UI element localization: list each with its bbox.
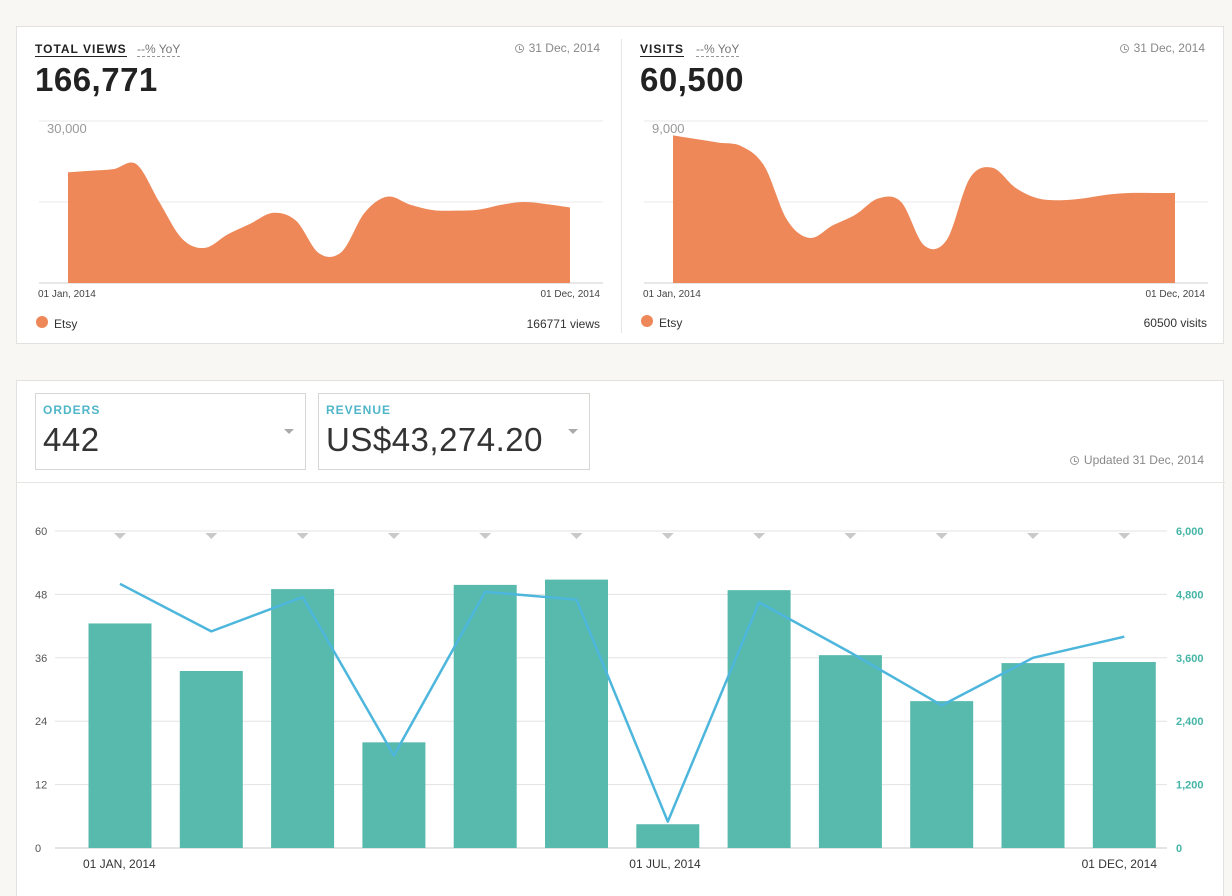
orders-bar — [179, 671, 243, 848]
visits-area-series — [673, 135, 1175, 283]
visits-area-chart: 9,000 01 Jan, 2014 01 Dec, 2014 — [643, 120, 1208, 300]
orders-bar — [362, 742, 426, 848]
views-total: 166771 views — [526, 317, 600, 331]
orders-bar — [271, 589, 335, 848]
visits-xtick-label: 01 Dec, 2014 — [1146, 289, 1206, 300]
orders-bar — [727, 590, 791, 848]
orders-bar — [1001, 663, 1065, 848]
traffic-card: TOTAL VIEWS --% YoY 31 Dec, 2014 166,771… — [16, 26, 1224, 344]
views-area-chart: 30,000 01 Jan, 2014 01 Dec, 2014 — [38, 120, 603, 300]
views-xtick-label: 01 Dec, 2014 — [541, 289, 601, 300]
visits-date-text: 31 Dec, 2014 — [1133, 41, 1205, 55]
views-ytick-label: 30,000 — [47, 121, 87, 136]
visits-yoy-link[interactable]: --% YoY — [696, 42, 740, 57]
orders-bar — [545, 579, 608, 848]
sales-card: ORDERS 442 REVENUE US$43,274.20 Updated … — [16, 380, 1225, 896]
orders-bar — [88, 623, 152, 848]
right-ytick-label: 1,200 — [1176, 780, 1204, 792]
chevron-down-icon — [205, 533, 218, 539]
chevron-down-icon — [114, 533, 126, 539]
left-ytick-label: 0 — [35, 843, 41, 855]
orders-label: ORDERS — [43, 403, 101, 417]
visits-value: 60,500 — [640, 61, 744, 98]
visits-legend-label: Etsy — [659, 316, 683, 330]
visits-panel: VISITS --% YoY 31 Dec, 2014 60,500 9,000… — [621, 39, 1224, 333]
views-area-series — [68, 162, 570, 283]
visits-total: 60500 visits — [1143, 316, 1207, 330]
revenue-value: US$43,274.20 — [326, 421, 544, 458]
total-views-panel: TOTAL VIEWS --% YoY 31 Dec, 2014 166,771… — [17, 27, 620, 345]
left-ytick-label: 12 — [35, 780, 47, 792]
chevron-down-icon — [661, 533, 674, 539]
views-xtick-label: 01 Jan, 2014 — [38, 289, 96, 300]
chevron-down-icon[interactable] — [284, 429, 294, 434]
chevron-down-icon — [935, 533, 948, 539]
updated-timestamp: Updated 31 Dec, 2014 — [1069, 453, 1204, 467]
revenue-line — [119, 582, 1125, 823]
right-ytick-label: 0 — [1176, 843, 1182, 855]
left-ytick-label: 60 — [35, 526, 47, 538]
chevron-down-icon — [844, 533, 857, 539]
combo-xtick-label: 01 DEC, 2014 — [1082, 857, 1158, 871]
left-ytick-label: 24 — [35, 716, 47, 728]
orders-bar — [818, 655, 882, 848]
visits-ytick-label: 9,000 — [652, 121, 685, 136]
right-ytick-label: 4,800 — [1176, 589, 1204, 601]
visits-legend-dot — [641, 315, 653, 327]
orders-bar — [910, 701, 974, 848]
clock-icon — [1069, 456, 1079, 465]
left-ytick-label: 48 — [35, 589, 47, 601]
orders-bar — [453, 584, 517, 848]
visits-xtick-label: 01 Jan, 2014 — [643, 289, 701, 300]
orders-value: 442 — [43, 421, 100, 458]
right-ytick-label: 6,000 — [1176, 526, 1204, 538]
views-legend-dot — [36, 316, 48, 328]
total-views-label[interactable]: TOTAL VIEWS — [35, 42, 127, 57]
chevron-down-icon — [570, 533, 583, 539]
views-yoy-link[interactable]: --% YoY — [137, 42, 181, 57]
visits-label[interactable]: VISITS — [640, 42, 685, 57]
views-date: 31 Dec, 2014 — [514, 41, 600, 55]
updated-text: Updated 31 Dec, 2014 — [1083, 453, 1204, 467]
total-views-value: 166,771 — [35, 61, 158, 98]
right-ytick-label: 3,600 — [1176, 653, 1204, 665]
right-ytick-label: 2,400 — [1176, 716, 1204, 728]
orders-bar — [636, 824, 700, 848]
chevron-down-icon — [1118, 533, 1131, 539]
chevron-down-icon — [479, 533, 492, 539]
combo-xtick-label: 01 JUL, 2014 — [629, 857, 701, 871]
left-ytick-label: 36 — [35, 653, 47, 665]
clock-icon — [514, 44, 524, 53]
combo-xtick-label: 01 JAN, 2014 — [83, 857, 156, 871]
orders-bar — [1092, 662, 1156, 848]
views-date-text: 31 Dec, 2014 — [528, 41, 600, 55]
visits-date: 31 Dec, 2014 — [1119, 41, 1205, 55]
revenue-selector[interactable]: REVENUE US$43,274.20 — [318, 393, 590, 470]
chevron-down-icon[interactable] — [568, 429, 578, 434]
orders-revenue-chart: 0 12 24 36 48 60 0 1,200 2,400 3,600 4,800 6,000 01 … — [35, 526, 1204, 871]
chevron-down-icon — [296, 533, 309, 539]
chevron-down-icon — [387, 533, 400, 539]
chevron-down-icon — [753, 533, 766, 539]
divider — [17, 482, 1225, 483]
clock-icon — [1119, 44, 1129, 53]
orders-selector[interactable]: ORDERS 442 — [35, 393, 306, 470]
revenue-label: REVENUE — [326, 403, 392, 417]
views-legend-label: Etsy — [54, 317, 78, 331]
chevron-down-icon — [1027, 533, 1039, 539]
